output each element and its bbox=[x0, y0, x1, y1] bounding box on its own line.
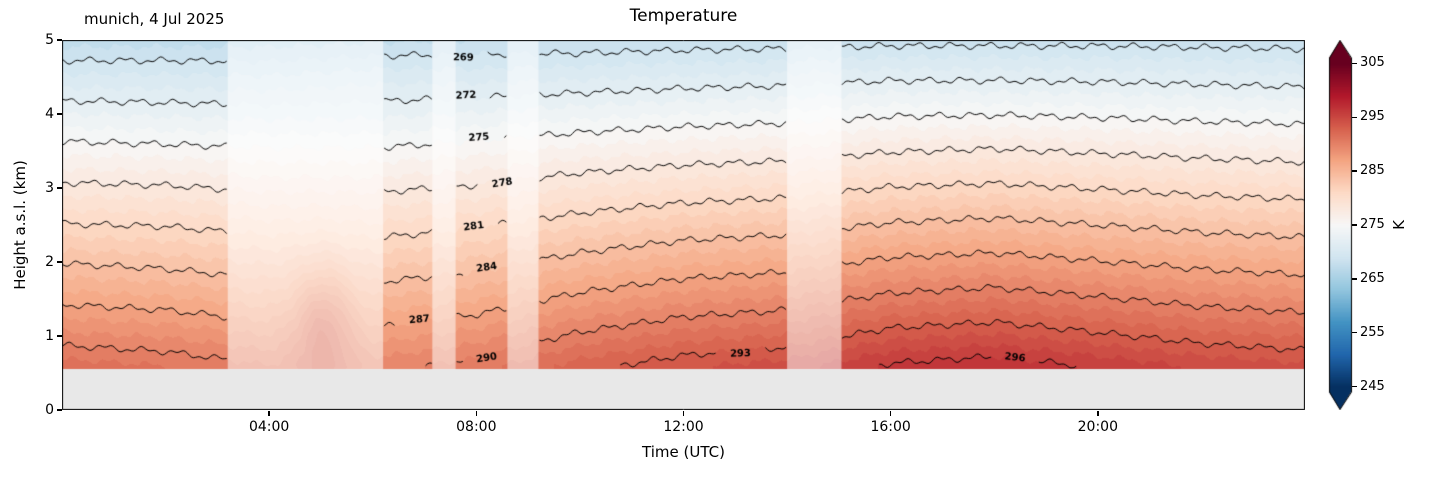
colorbar bbox=[1328, 40, 1354, 410]
y-tick-label: 2 bbox=[45, 254, 54, 270]
y-tick-label: 1 bbox=[45, 328, 54, 344]
x-tick-label: 20:00 bbox=[1077, 419, 1118, 435]
colorbar-tick-mark bbox=[1352, 385, 1357, 388]
colorbar-tick-label: 305 bbox=[1360, 55, 1385, 71]
chart-title: Temperature bbox=[629, 6, 738, 26]
y-tick-mark bbox=[57, 187, 62, 189]
colorbar-tick-mark bbox=[1352, 62, 1357, 65]
x-tick-mark bbox=[889, 411, 892, 416]
colorbar-tick-label: 295 bbox=[1360, 109, 1385, 125]
colorbar-tick-mark bbox=[1352, 278, 1357, 280]
y-tick-mark bbox=[57, 409, 62, 411]
x-tick-mark bbox=[268, 411, 270, 416]
y-tick-mark bbox=[57, 261, 62, 263]
y-tick-label: 5 bbox=[45, 32, 54, 48]
y-tick-mark bbox=[57, 39, 62, 41]
temperature-contour-plot bbox=[62, 40, 1305, 410]
y-tick-label: 0 bbox=[45, 402, 54, 418]
y-tick-label: 3 bbox=[45, 180, 54, 196]
y-tick-mark bbox=[57, 335, 62, 337]
colorbar-tick-label: 275 bbox=[1360, 217, 1385, 232]
x-tick-mark bbox=[1097, 411, 1099, 416]
station-date-annotation: munich, 4 Jul 2025 bbox=[84, 10, 225, 28]
x-tick-mark bbox=[475, 411, 478, 416]
colorbar-tick-mark bbox=[1352, 224, 1357, 226]
y-tick-mark bbox=[57, 113, 62, 115]
colorbar-tick-mark bbox=[1352, 331, 1357, 334]
colorbar-tick-label: 265 bbox=[1360, 270, 1385, 286]
x-tick-label: 12:00 bbox=[663, 419, 704, 435]
colorbar-tick-label: 245 bbox=[1360, 378, 1385, 394]
colorbar-tick-label: 285 bbox=[1360, 163, 1385, 179]
y-tick-label: 4 bbox=[45, 106, 54, 122]
x-tick-label: 08:00 bbox=[456, 419, 497, 435]
x-axis-label: Time (UTC) bbox=[642, 443, 725, 461]
x-tick-mark bbox=[682, 411, 685, 416]
colorbar-tick-label: 255 bbox=[1360, 324, 1385, 340]
colorbar-tick-mark bbox=[1352, 116, 1357, 118]
x-tick-label: 16:00 bbox=[870, 419, 911, 435]
y-axis-label: Height a.s.l. (km) bbox=[11, 160, 29, 290]
colorbar-tick-mark bbox=[1352, 170, 1357, 172]
x-tick-label: 04:00 bbox=[248, 419, 290, 435]
